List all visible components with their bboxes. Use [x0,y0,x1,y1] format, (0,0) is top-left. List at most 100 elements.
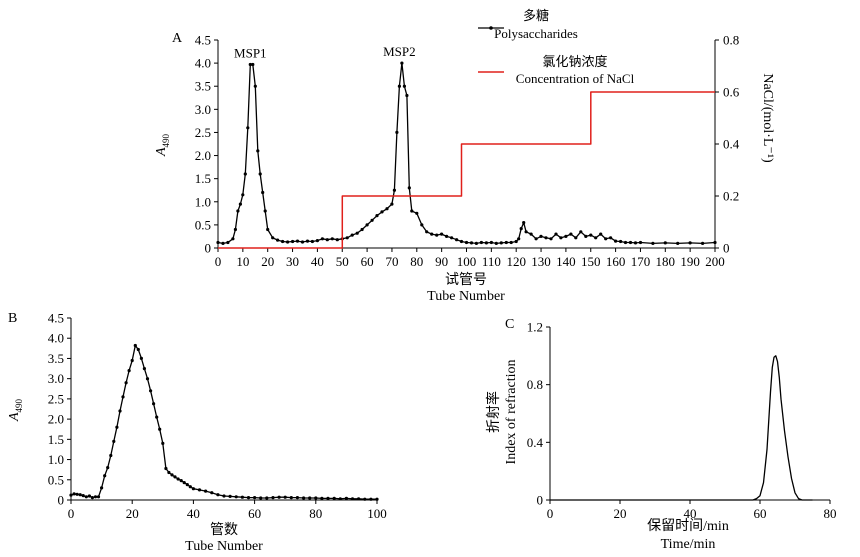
panel-b-data-point [350,497,355,501]
panel-b-data-point [136,347,140,352]
legend-polysaccharides-cn: 多糖 [523,8,549,23]
panel-b-xtick-label: 0 [68,506,75,521]
panel-a-data-point [251,62,255,67]
panel-b-data-point [295,496,299,500]
panel-a-xtick-label: 190 [680,254,700,269]
panel-b-xtick-label: 80 [309,506,322,521]
panel-a-data-point [231,237,235,241]
panel-a-xtick-label: 50 [336,254,349,269]
panel-a-data-point [435,233,439,237]
panel-b-ytick-label: 1.5 [48,432,64,447]
panel-b-data-point [121,395,125,399]
panel-a-data-point [407,186,411,190]
panel-a-data-point [564,234,568,238]
panel-a-data-point [524,230,528,234]
panel-b-data-point [75,492,79,496]
panel-a-data-point [609,236,613,240]
panel-b-data-point [167,470,171,475]
panel-b-data-point [289,496,293,500]
panel-a-data-point [375,214,379,218]
panel-a-data-point [248,62,252,67]
panel-b-data-point [253,496,257,500]
panel-a-data-point [370,218,374,222]
panel-a-data-point [504,240,508,245]
panel-a-data-point [291,239,295,244]
panel-b-data-point [152,402,156,406]
panel-b-data-point [265,496,269,500]
panel-b-data-point [130,358,134,363]
panel-a-data-point [420,223,424,227]
panel-a-data-point [534,237,538,241]
panel-a-data-point [676,241,680,245]
panel-a-data-point [459,239,464,244]
panel-a-ytick-label: 1.5 [195,171,211,186]
panel-a-data-point [489,240,493,245]
panel-b-label: B [8,311,17,326]
panel-b-data-point [302,496,306,500]
panel-b-ytick-label: 0.5 [48,472,64,487]
panel-b-series-line-data [70,344,377,500]
panel-a-xtick-label: 200 [705,254,725,269]
panel-a-data-point [400,61,404,65]
panel-b-data-point [277,495,281,499]
panel-b-ytick-label: 2.5 [48,391,64,406]
panel-c-ytick-label: 0.8 [527,377,543,392]
panel-b-data-point [81,494,85,498]
panel-b-data-point [222,494,226,498]
panel-a-data-point [628,240,633,245]
panel-a-data-point [499,241,503,245]
panel-a-data-point [335,238,339,242]
panel-a-data-point [271,236,275,240]
panel-a-data-point [241,193,245,197]
panel-b-data-point [320,496,324,500]
panel-a-data-point [474,241,478,245]
panel-c: C 0 20 40 60 80 0 0.4 0.8 1.2 保留时间/min Time/min… [485,317,837,552]
panel-a-data-point [330,237,334,241]
panel-a-data-point [392,188,396,192]
panel-a-data-point [450,236,454,240]
panel-a-data-point [440,232,444,236]
panel-b-data-point [216,493,220,497]
panel-b-data-point [173,475,177,479]
panel-b-data-point [326,496,330,500]
panel-b-data-point [185,483,189,487]
panel-a-data-point [261,190,265,195]
panel-b-data-point [69,493,73,497]
panel-c-ylabel-cn: 折射率 [485,391,502,433]
panel-a-data-point [519,227,523,231]
panel-a-data-point [599,232,603,236]
panel-b-data-point [240,495,244,499]
panel-a-xtick-label: 40 [311,254,324,269]
panel-c-xtick-label: 80 [824,506,837,521]
panel-c-xtick-label: 20 [614,506,627,521]
panel-a-ytick-label: 0 [205,241,212,256]
panel-a-data-point [390,202,394,206]
panel-a-xtick-label: 100 [457,254,477,269]
panel-a-data-point [589,233,593,237]
panel-a-data-point [266,227,270,232]
panel-b-xtick-label: 100 [367,506,387,521]
panel-a-xtick-label: 110 [482,254,501,269]
panel-b-data-point [145,377,150,381]
panel-b-data-point [84,495,88,499]
panel-a-data-point [263,209,267,213]
panel-b-data-point [191,487,195,491]
panel-b: B 0 20 40 60 80 100 0 0.5 1.0 1.5 2.0 2.5 3.0 3.5 4.0… [7,311,387,555]
panel-a-data-point [405,93,409,98]
panel-a-ylabel: A490 [154,133,171,157]
panel-a-data-point [559,236,563,240]
panel-a-data-point [402,84,406,88]
panel-a-data-point [445,234,449,238]
panel-a-data-point [226,240,230,245]
panel-b-data-point [139,356,143,360]
panel-a-ytick-label: 4.5 [195,33,211,48]
panel-a-ytick-label: 3.0 [195,102,211,117]
panel-b-data-point [124,381,128,385]
legend-polysaccharides-marker [489,26,493,30]
panel-a: A 0 10 20 30 40 50 60 70 80 90 100 110 120 130 140 150 1… [154,8,775,304]
panel-a-data-point [221,241,225,245]
peak-label-msp2: MSP2 [383,44,416,59]
panel-c-xtick-label: 40 [684,506,697,521]
panel-a-data-point [455,238,459,242]
panel-b-xlabel-cn: 管数 [210,522,238,538]
